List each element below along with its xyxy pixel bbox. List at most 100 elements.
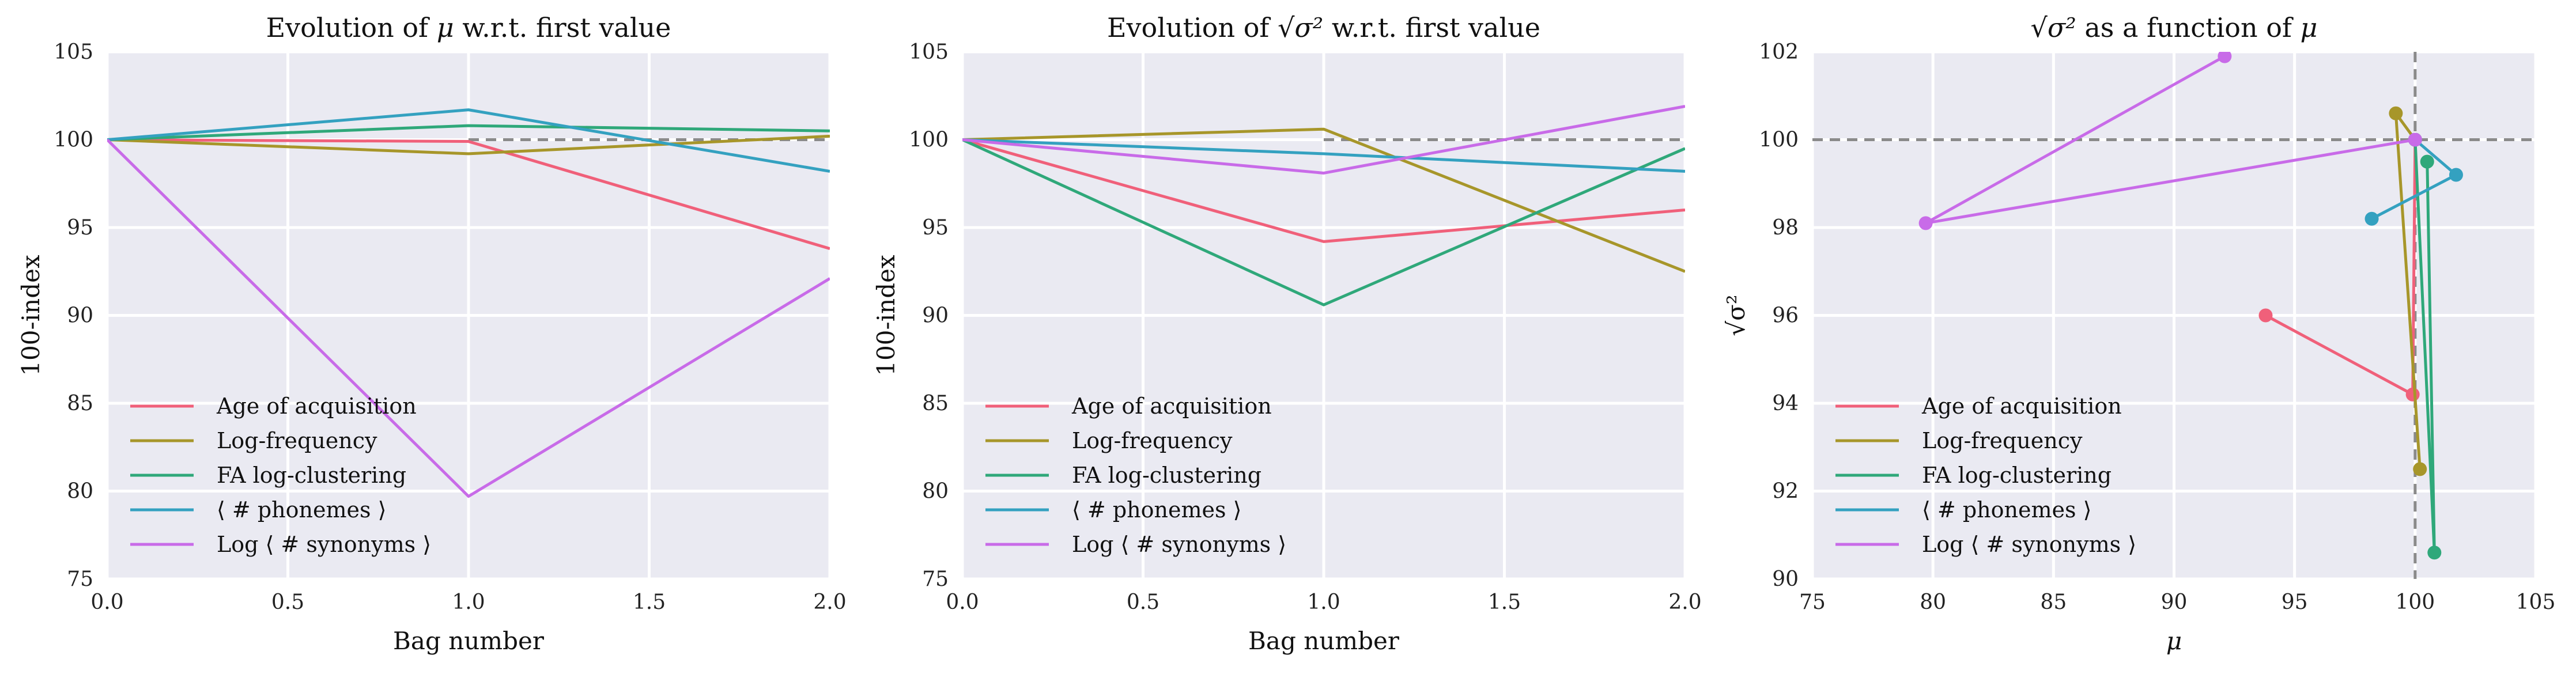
- legend-label: Log-frequency: [1922, 428, 2083, 453]
- legend-label: ⟨ # phonemes ⟩: [217, 497, 386, 522]
- series-line: [962, 127, 1685, 273]
- x-tick-label: 100: [2395, 590, 2435, 614]
- legend-label: Age of acquisition: [1921, 393, 2122, 419]
- series-line: [962, 138, 1685, 306]
- series-logfreq: [107, 134, 830, 156]
- data-point: [2218, 52, 2232, 63]
- y-tick-label: 90: [67, 304, 93, 328]
- chart-title: Evolution of μ w.r.t. first value: [266, 12, 671, 43]
- x-axis-label: Bag number: [1248, 627, 1400, 655]
- x-tick-label: 80: [1920, 590, 1946, 614]
- legend-label: FA log-clustering: [217, 463, 406, 488]
- title-part: Evolution of: [1107, 12, 1278, 43]
- x-tick-label: 95: [2282, 590, 2308, 614]
- x-tick-label: 2.0: [1668, 590, 1701, 614]
- x-tick-label: 90: [2161, 590, 2188, 614]
- x-tick-label: 2.0: [813, 590, 846, 614]
- y-tick-label: 94: [1772, 392, 1799, 415]
- series-line: [107, 138, 830, 498]
- y-tick-label: 105: [54, 40, 93, 64]
- y-tick-label: 80: [922, 480, 949, 503]
- series-line: [107, 138, 830, 250]
- series-phon: [107, 108, 830, 173]
- chart-panel-3: 75 80 85 90 95 100 105 90 92 94 96 98 100 102 √σ² as a…: [1722, 12, 2555, 655]
- y-tick-label: 95: [922, 216, 949, 240]
- legend-label: Age of acquisition: [216, 393, 417, 419]
- legend-label: Log-frequency: [1072, 428, 1233, 453]
- x-tick-label: 1.5: [1488, 590, 1521, 614]
- y-tick-label: 102: [1759, 40, 1799, 64]
- legend: Age of acquisition Log-frequency FA log-cl…: [1835, 393, 2136, 557]
- y-tick-label: 105: [909, 40, 949, 64]
- y-tick-label: 95: [67, 216, 93, 240]
- y-tick-label: 92: [1772, 480, 1799, 503]
- title-part: Evolution of: [266, 12, 437, 43]
- data-point: [2365, 211, 2379, 226]
- legend-label: FA log-clustering: [1072, 463, 1261, 488]
- x-tick-label: 0.5: [1127, 590, 1159, 614]
- series-line: [962, 138, 1685, 173]
- data-point: [2258, 308, 2273, 323]
- title-part: μ: [437, 12, 454, 43]
- data-point: [2420, 154, 2434, 169]
- legend-label: Log-frequency: [217, 428, 377, 453]
- title-part: w.r.t. first value: [454, 12, 671, 43]
- chart-panel-2: 0.0 0.5 1.0 1.5 2.0 75 80 85 90 95 100 105 Evolution…: [872, 12, 1702, 655]
- y-axis-label: 100-index: [17, 255, 45, 376]
- series-fa: [107, 124, 830, 141]
- y-tick-label: 75: [67, 567, 93, 591]
- y-tick-label: 100: [54, 128, 93, 152]
- title-part: μ: [2301, 12, 2318, 43]
- data-point: [2408, 132, 2422, 147]
- series-line: [962, 138, 1685, 243]
- title-part: as a function of: [2076, 12, 2301, 43]
- x-tick-label: 1.5: [633, 590, 666, 614]
- y-axis-label: √σ²: [1722, 294, 1750, 336]
- x-tick-label: 0.5: [271, 590, 304, 614]
- y-tick-label: 80: [67, 480, 93, 503]
- series-logfreq: [962, 127, 1685, 273]
- data-point: [2449, 168, 2463, 182]
- y-tick-label: 85: [922, 392, 949, 415]
- data-point: [2405, 387, 2420, 402]
- x-tick-label: 1.0: [1307, 590, 1340, 614]
- title-part: w.r.t. first value: [1323, 12, 1540, 43]
- series-line: [107, 124, 830, 141]
- x-tick-label: 75: [1799, 590, 1826, 614]
- legend-label: Age of acquisition: [1071, 393, 1272, 419]
- data-point: [2413, 462, 2427, 476]
- data-point: [2427, 546, 2442, 560]
- legend: Age of acquisition Log-frequency FA log-cl…: [130, 393, 431, 557]
- y-tick-label: 100: [909, 128, 949, 152]
- data-point: [1918, 216, 1933, 230]
- title-part: √σ²: [2031, 12, 2076, 43]
- series-syn: [1918, 52, 2422, 230]
- series-line: [107, 108, 830, 173]
- y-tick-label: 85: [67, 392, 93, 415]
- legend-label: Log ⟨ # synonyms ⟩: [1922, 532, 2136, 557]
- chart-panel-1: 0.0 0.5 1.0 1.5 2.0 75 80 85 90 95 100 105 Evolution…: [17, 12, 847, 655]
- x-tick-label: 85: [2040, 590, 2067, 614]
- legend-label: Log ⟨ # synonyms ⟩: [1072, 532, 1286, 557]
- series-line: [962, 105, 1685, 175]
- series-fa: [962, 138, 1685, 306]
- legend-label: FA log-clustering: [1922, 463, 2112, 488]
- legend: Age of acquisition Log-frequency FA log-cl…: [985, 393, 1286, 557]
- y-tick-label: 90: [922, 304, 949, 328]
- y-tick-label: 90: [1772, 567, 1799, 591]
- x-tick-label: 1.0: [452, 590, 485, 614]
- y-tick-label: 75: [922, 567, 949, 591]
- series-line: [107, 134, 830, 156]
- legend-label: ⟨ # phonemes ⟩: [1922, 497, 2091, 522]
- legend-label: ⟨ # phonemes ⟩: [1072, 497, 1241, 522]
- legend-label: Log ⟨ # synonyms ⟩: [217, 532, 431, 557]
- series-syn: [962, 105, 1685, 175]
- chart-title: Evolution of √σ² w.r.t. first value: [1107, 12, 1540, 43]
- series-age: [107, 138, 830, 250]
- series-age: [962, 138, 1685, 243]
- series-phon: [962, 138, 1685, 173]
- x-tick-label: 105: [2516, 590, 2556, 614]
- y-tick-label: 96: [1772, 304, 1799, 328]
- x-tick-label: 0.0: [90, 590, 123, 614]
